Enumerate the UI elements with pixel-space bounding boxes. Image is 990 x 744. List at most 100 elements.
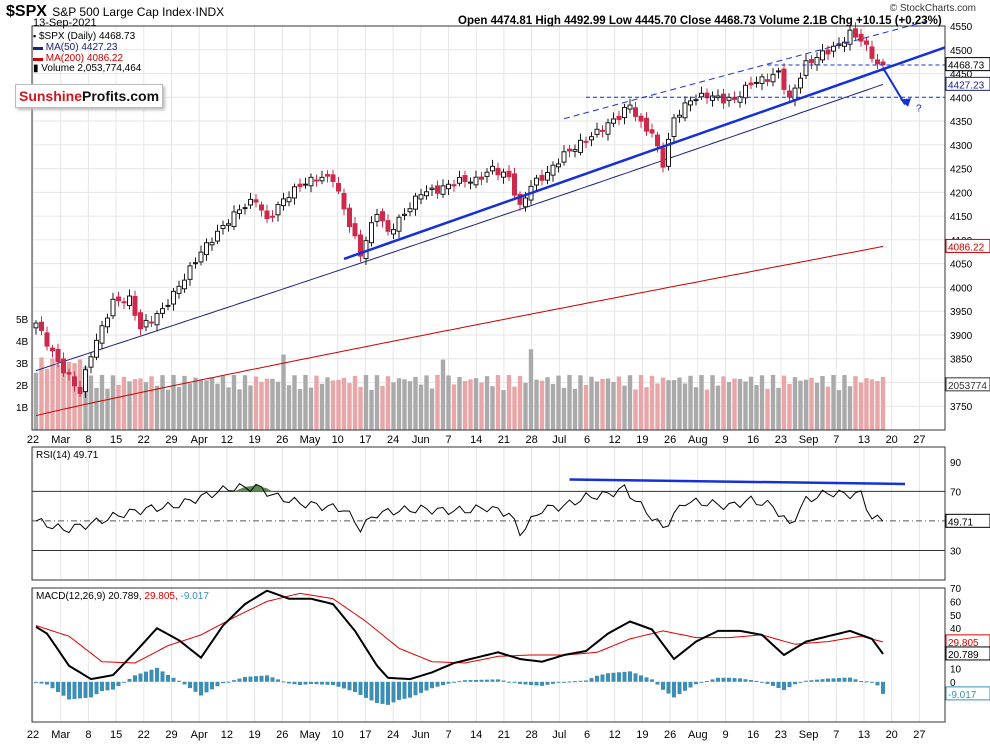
macd-histogram-bar <box>298 681 302 686</box>
candle-body <box>226 223 231 226</box>
candle-body <box>440 185 446 195</box>
volume-bar <box>748 376 754 430</box>
volume-bar <box>814 382 820 430</box>
price-axis-tick: 3950 <box>950 307 973 318</box>
macd-histogram-bar <box>595 675 599 682</box>
price-candle <box>759 73 765 91</box>
x-axis-tick: Jun <box>412 434 430 446</box>
x-axis-tick: Aug <box>688 434 708 446</box>
volume-bar <box>396 378 402 430</box>
volume-bar <box>347 383 352 430</box>
price-candle <box>671 114 677 144</box>
price-candle <box>781 63 787 95</box>
volume-bar <box>220 375 226 430</box>
macd-histogram-bar <box>309 681 313 684</box>
volume-bar <box>704 389 710 430</box>
volume-bar <box>286 385 292 430</box>
price-candle <box>440 179 446 198</box>
macd-histogram-bar <box>149 669 154 682</box>
macd-histogram-bar <box>452 681 456 683</box>
volume-bar <box>440 359 446 430</box>
price-axis-tick: 4500 <box>950 46 973 57</box>
exchange: INDX <box>195 5 225 19</box>
volume-bar <box>710 375 715 430</box>
price-candle <box>561 145 567 166</box>
volume-bar <box>193 377 198 430</box>
macd-histogram-bar <box>870 681 874 683</box>
candle-body <box>160 308 165 314</box>
quote-line: Open 4474.81 High 4492.99 Low 4445.70 Cl… <box>458 15 942 27</box>
volume-bar <box>451 384 457 430</box>
candle-body <box>220 224 226 229</box>
x-axis-tick-bottom: May <box>300 729 321 741</box>
rsi-value-tag: 49.71 <box>948 517 973 528</box>
price-candle <box>693 94 699 106</box>
volume-bar <box>765 388 770 430</box>
macd-histogram-bar <box>342 681 346 689</box>
price-candle <box>572 144 578 158</box>
candle-body <box>699 92 704 98</box>
price-candle <box>457 170 462 187</box>
candle-body <box>462 175 468 183</box>
price-candle <box>644 112 649 136</box>
volume-bar <box>853 376 858 430</box>
price-candle <box>308 173 314 193</box>
candle-body <box>451 184 457 187</box>
candle-body <box>429 187 435 190</box>
price-axis-tick: 4400 <box>950 93 973 104</box>
candle-body <box>688 100 693 106</box>
volume-bar <box>374 375 380 430</box>
volume-bar <box>875 380 880 430</box>
x-axis-tick: 28 <box>525 434 537 446</box>
macd-histogram-bar <box>100 681 104 692</box>
macd-histogram-bar <box>831 678 836 682</box>
price-axis-tick: 4150 <box>950 212 973 223</box>
volume-bar <box>407 381 413 430</box>
x-axis-tick: 7 <box>445 434 451 446</box>
rsi-pane-frame <box>31 446 946 581</box>
price-candle <box>116 291 121 307</box>
candle-body <box>787 90 792 98</box>
candle-body <box>792 87 798 101</box>
macd-axis-tick: 50 <box>950 611 962 622</box>
macd-histogram-bar <box>314 681 319 685</box>
x-axis-tick: 23 <box>775 434 787 446</box>
volume-bar <box>209 377 215 430</box>
macd-histogram-bar <box>633 673 638 682</box>
macd-histogram-bar <box>820 679 825 682</box>
macd-histogram-bar <box>556 681 561 683</box>
price-candle <box>649 123 655 138</box>
price-candle <box>737 91 743 108</box>
macd-histogram-bar <box>738 678 742 682</box>
macd-histogram-bar <box>578 680 583 682</box>
candle-body <box>237 209 242 214</box>
candle-body <box>864 40 869 45</box>
price-candle <box>242 203 248 215</box>
price-candle <box>83 365 88 398</box>
candle-body <box>308 176 314 187</box>
x-axis-tick-bottom: 10 <box>332 729 344 741</box>
volume-bar <box>143 382 149 430</box>
price-candle <box>99 320 105 350</box>
price-candle <box>798 72 803 94</box>
price-axis-tick: 4000 <box>950 283 973 294</box>
volume-bar <box>330 380 336 430</box>
candle-body <box>693 99 699 102</box>
candle-body <box>743 84 748 99</box>
index-name: S&P 500 Large Cap Index <box>52 5 192 19</box>
macd-histogram-bar <box>804 680 808 682</box>
macd-histogram-bar <box>540 681 544 686</box>
volume-bar <box>121 376 127 430</box>
volume-bar <box>457 376 462 430</box>
price-candle <box>336 176 341 195</box>
macd-histogram-bar <box>584 680 588 682</box>
candle-body <box>798 77 803 89</box>
candle-body <box>149 321 154 324</box>
candle-body <box>391 229 396 235</box>
candle-body <box>710 95 715 101</box>
candle-body <box>413 195 418 210</box>
price-candle <box>418 188 424 205</box>
x-axis-tick: 24 <box>387 434 399 446</box>
price-candle <box>413 192 418 216</box>
x-axis-tick: 20 <box>886 434 898 446</box>
